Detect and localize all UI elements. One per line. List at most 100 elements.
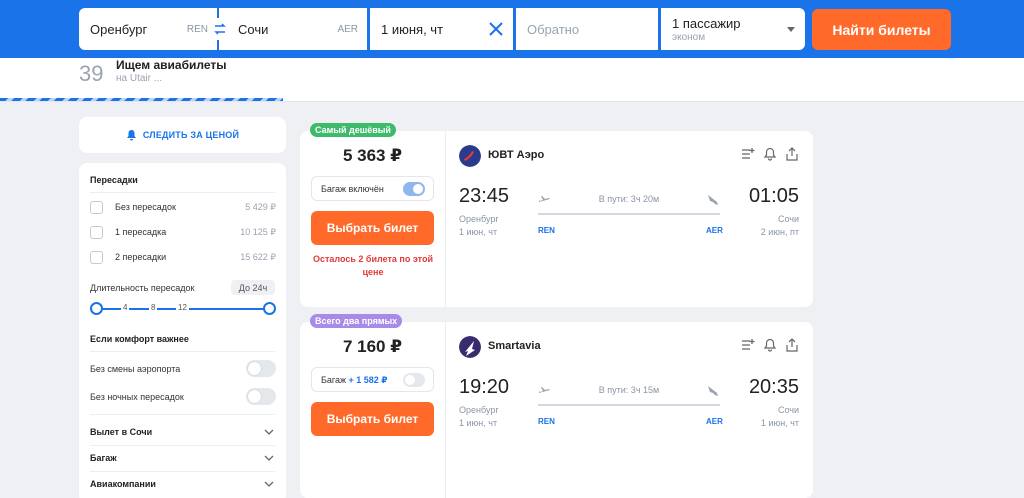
toggle-switch[interactable]	[246, 360, 276, 377]
departure-time: 23:45	[459, 185, 510, 207]
chevron-down-icon	[264, 481, 274, 487]
destination-field[interactable]: Сочи AER	[219, 8, 367, 50]
baggage-label: Багаж включён	[321, 184, 384, 194]
clear-icon[interactable]	[487, 20, 505, 38]
swap-icon[interactable]	[211, 18, 229, 40]
chevron-down-icon	[787, 27, 795, 32]
share-icon[interactable]	[785, 147, 799, 161]
baggage-option[interactable]: Багаж + 1 582 ₽	[311, 367, 434, 392]
toggle-switch[interactable]	[246, 388, 276, 405]
filter-price: 15 622 ₽	[240, 252, 276, 262]
search-progress: 39 Ищем авиабилеты на Utair ...	[0, 58, 1024, 102]
divider	[90, 471, 275, 472]
offer-card[interactable]: Самый дешёвый 5 363 ₽ Багаж включён Выбр…	[300, 123, 813, 307]
filter-price: 10 125 ₽	[240, 227, 276, 237]
checkbox[interactable]	[90, 251, 103, 264]
toggle-no-airport-change[interactable]: Без смены аэропорта	[90, 360, 276, 378]
airline-logo	[459, 145, 481, 167]
origin-field[interactable]: Оренбург REN	[79, 8, 217, 50]
select-ticket-button[interactable]: Выбрать билет	[311, 402, 434, 436]
offer-card[interactable]: Всего два прямых 7 160 ₽ Багаж + 1 582 ₽…	[300, 314, 813, 498]
passengers-field[interactable]: 1 пассажир эконом	[661, 8, 805, 50]
route-line	[538, 404, 720, 406]
offer-actions	[741, 147, 799, 161]
slider-tick: 12	[176, 303, 189, 312]
airline-name: ЮВТ Аэро	[488, 149, 545, 161]
filter-label: 2 пересадки	[115, 252, 167, 262]
baggage-label: Багаж + 1 582 ₽	[321, 375, 388, 385]
return-placeholder: Обратно	[527, 22, 580, 37]
departure-date: 1 июня, чт	[381, 22, 444, 37]
arrival-city: Сочи	[777, 214, 799, 224]
accordion-label: Багаж	[90, 453, 117, 463]
bell-icon	[126, 130, 136, 141]
add-to-list-icon[interactable]	[741, 338, 755, 352]
bell-icon[interactable]	[763, 147, 777, 161]
departure-airport-code: REN	[538, 417, 555, 426]
add-to-list-icon[interactable]	[741, 147, 755, 161]
slider-min-handle[interactable]	[90, 302, 103, 315]
accordion-departure[interactable]: Вылет в Сочи	[90, 423, 276, 441]
cheapest-badge: Самый дешёвый	[310, 123, 396, 137]
origin-code: REN	[186, 24, 208, 35]
return-date-field[interactable]: Обратно	[516, 8, 658, 50]
baggage-toggle[interactable]	[403, 182, 425, 196]
accordion-label: Вылет в Сочи	[90, 427, 153, 437]
origin-city: Оренбург	[90, 22, 148, 37]
destination-city: Сочи	[238, 22, 269, 37]
divider	[90, 192, 275, 193]
arrival-time: 20:35	[748, 376, 799, 398]
offer-price: 7 160 ₽	[342, 337, 403, 356]
accordion-airlines[interactable]: Авиакомпании	[90, 475, 276, 493]
toggle-no-night-transfers[interactable]: Без ночных пересадок	[90, 388, 276, 406]
toggle-label: Без смены аэропорта	[90, 364, 181, 374]
filter-price: 5 429 ₽	[245, 202, 276, 212]
accordion-baggage[interactable]: Багаж	[90, 449, 276, 467]
progress-bar	[0, 98, 283, 101]
filter-label: Без пересадок	[115, 202, 176, 212]
select-ticket-button[interactable]: Выбрать билет	[311, 211, 434, 245]
filter-label: 1 пересадка	[115, 227, 167, 237]
transfers-title: Пересадки	[90, 175, 138, 185]
route-line	[538, 213, 720, 215]
filter-no-transfers[interactable]: Без пересадок 5 429 ₽	[90, 200, 276, 216]
takeoff-icon	[539, 387, 550, 393]
departure-airport-code: REN	[538, 226, 555, 235]
share-icon[interactable]	[785, 338, 799, 352]
baggage-option[interactable]: Багаж включён	[311, 176, 434, 201]
seats-left-warning: Осталось 2 билета по этой цене	[312, 254, 434, 277]
departure-city: Оренбург	[459, 405, 499, 415]
checkbox[interactable]	[90, 226, 103, 239]
arrival-date: 2 июн, пт	[760, 227, 799, 237]
chevron-down-icon	[264, 429, 274, 435]
search-button[interactable]: Найти билеты	[812, 9, 951, 50]
bell-icon[interactable]	[763, 338, 777, 352]
arrival-city: Сочи	[777, 405, 799, 415]
follow-price-button[interactable]: СЛЕДИТЬ ЗА ЦЕНОЙ	[79, 117, 286, 153]
cabin-class: эконом	[672, 32, 706, 43]
airline-logo	[459, 336, 481, 358]
departure-date-field[interactable]: 1 июня, чт	[370, 8, 513, 50]
flight-duration: В пути: 3ч 15м	[598, 385, 660, 395]
arrival-airport-code: AER	[706, 417, 723, 426]
slider-tick: 4	[121, 303, 130, 312]
arrival-airport-code: AER	[706, 226, 723, 235]
filter-two-transfers[interactable]: 2 пересадки 15 622 ₽	[90, 250, 276, 266]
baggage-toggle[interactable]	[403, 373, 425, 387]
toggle-label: Без ночных пересадок	[90, 392, 184, 402]
landing-icon	[708, 195, 718, 205]
filters-panel: Пересадки Без пересадок 5 429 ₽ 1 переса…	[79, 163, 286, 498]
divider	[445, 131, 446, 307]
destination-code: AER	[337, 24, 358, 35]
slider-max-handle[interactable]	[263, 302, 276, 315]
arrival-time: 01:05	[748, 185, 799, 207]
divider	[90, 445, 275, 446]
divider	[90, 351, 275, 352]
offer-price: 5 363 ₽	[342, 146, 403, 165]
progress-subtitle: на Utair ...	[116, 73, 163, 84]
checkbox[interactable]	[90, 201, 103, 214]
landing-icon	[708, 386, 718, 396]
takeoff-icon	[539, 196, 550, 202]
filter-one-transfer[interactable]: 1 пересадка 10 125 ₽	[90, 225, 276, 241]
arrival-date: 1 июн, чт	[760, 418, 799, 428]
